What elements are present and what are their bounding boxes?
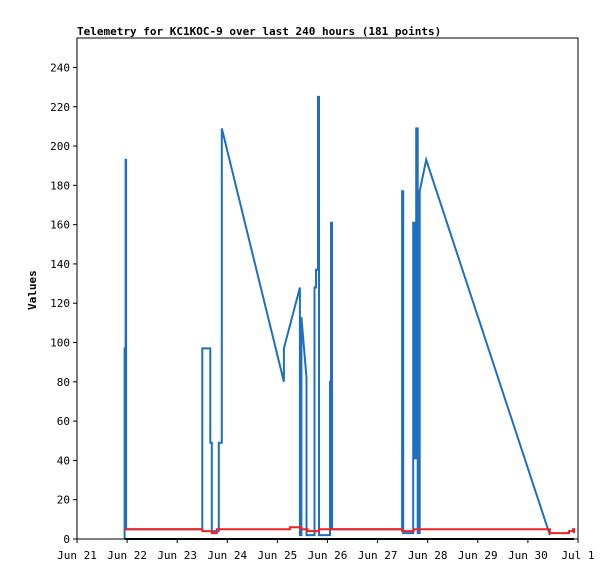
x-tick-label: Jun 26 [308, 549, 348, 562]
y-tick-label: 80 [57, 376, 70, 389]
plot-area [76, 37, 579, 540]
x-tick-label: Jun 30 [508, 549, 548, 562]
x-tick-label: Jun 24 [207, 549, 247, 562]
x-tick-label: Jun 23 [157, 549, 197, 562]
x-tick-label: Jul 1 [561, 549, 594, 562]
y-tick-label: 220 [50, 101, 70, 114]
y-tick-label: 120 [50, 297, 70, 310]
y-tick-label: 100 [50, 337, 70, 350]
y-tick-label: 180 [50, 179, 70, 192]
y-tick-label: 240 [50, 61, 70, 74]
y-tick-label: 60 [57, 415, 70, 428]
x-tick-label: Jun 28 [408, 549, 448, 562]
y-tick-label: 140 [50, 258, 70, 271]
y-axis-label: Values [26, 270, 39, 310]
x-tick-label: Jun 22 [107, 549, 147, 562]
series-line-2 [124, 526, 575, 535]
y-tick-label: 0 [63, 533, 70, 546]
x-tick-label: Jun 21 [57, 549, 97, 562]
chart-title: Telemetry for KC1KOC-9 over last 240 hou… [77, 25, 441, 38]
y-tick-label: 200 [50, 140, 70, 153]
x-tick-label: Jun 29 [458, 549, 498, 562]
y-tick-label: 20 [57, 494, 70, 507]
x-tick-label: Jun 25 [258, 549, 298, 562]
series-line-1 [123, 95, 551, 539]
x-axis: Jun 21 Jun 22 Jun 23 Jun 24 Jun 25 Jun 26 Jun … [57, 539, 595, 562]
y-tick-label: 40 [57, 454, 70, 467]
x-tick-label: Jun 27 [358, 549, 398, 562]
series-layer [123, 95, 575, 540]
y-tick-label: 160 [50, 219, 70, 232]
y-axis: 0 20 40 60 80 100 120 140 160 180 200 220 240 [50, 61, 77, 546]
